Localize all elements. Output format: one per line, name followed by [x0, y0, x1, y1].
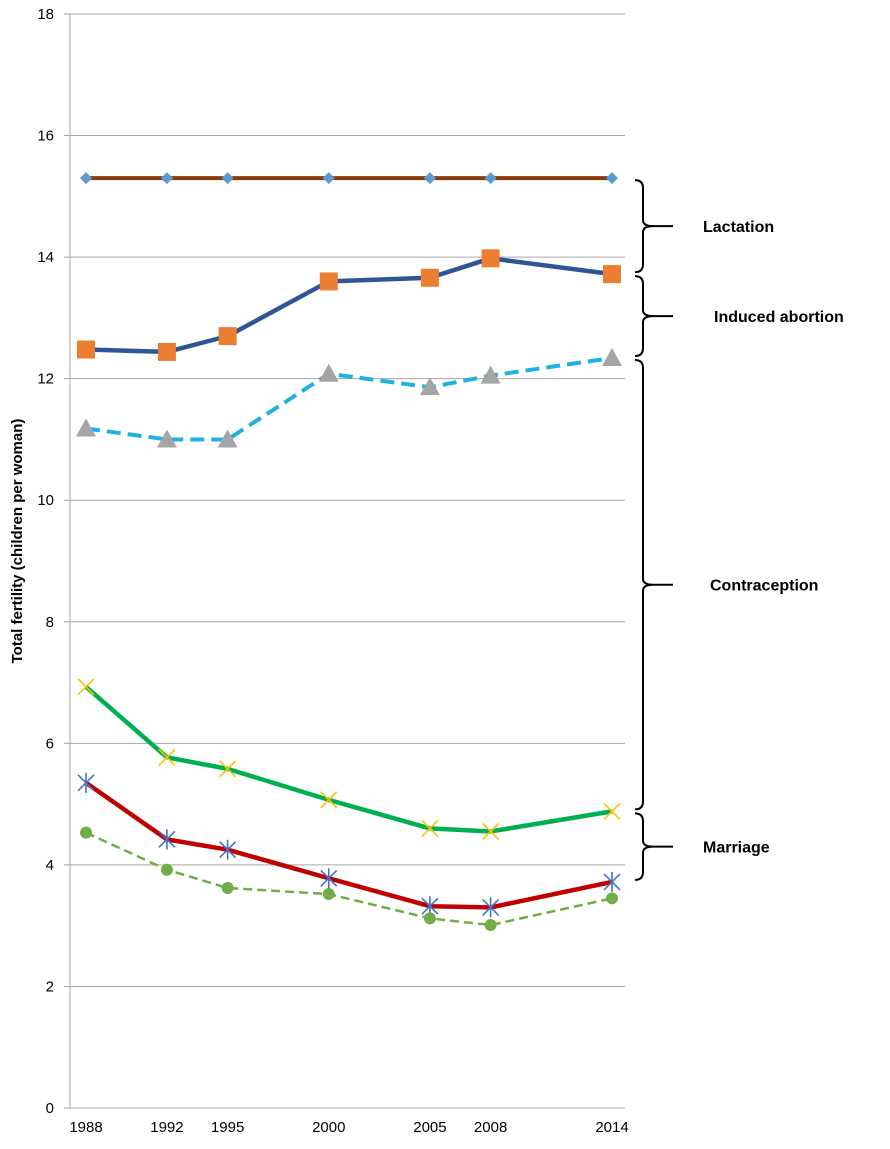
marker-s5-1988	[77, 772, 95, 793]
marker-s6-1995	[221, 881, 234, 894]
y-tick-label-6: 6	[46, 735, 54, 752]
marker-s2-2005	[420, 268, 439, 287]
marker-s2-2008	[481, 249, 500, 268]
marker-s2-1992	[157, 342, 176, 361]
x-tick-label-1992: 1992	[150, 1119, 183, 1136]
y-tick-label-14: 14	[37, 249, 54, 266]
marker-s3-1992	[156, 429, 177, 448]
bracket-label-2: Induced abortion	[714, 309, 844, 326]
x-tick-label-2000: 2000	[312, 1119, 345, 1136]
y-tick-label-18: 18	[37, 6, 54, 23]
marker-s3-2000	[318, 363, 339, 382]
marker-s3-2008	[480, 365, 501, 384]
series-line-2	[85, 256, 613, 355]
y-tick-labels: 0 2 4 6 8 10 12 14 16 18	[37, 6, 54, 1117]
marker-s1-2000	[322, 172, 335, 185]
bracket-2	[634, 275, 654, 358]
marker-s4-1988	[77, 678, 95, 696]
marker-s6-2000	[322, 888, 335, 901]
marker-s4-1992	[158, 748, 176, 766]
annotation-brackets: Lactation Induced abortion Contraception Ma…	[634, 179, 844, 881]
marker-s5-2000	[320, 868, 338, 889]
gridlines	[70, 13, 625, 1109]
y-tick-label-2: 2	[46, 978, 54, 995]
series-markers	[76, 172, 622, 932]
y-tick-label-12: 12	[37, 371, 54, 388]
series-line-6	[85, 831, 613, 927]
y-tick-label-10: 10	[37, 492, 54, 509]
bracket-3	[634, 359, 654, 811]
marker-s5-1992	[158, 829, 176, 850]
x-tick-label-1995: 1995	[211, 1119, 244, 1136]
bracket-label-4: Marriage	[703, 840, 770, 857]
x-tick-label-2014: 2014	[595, 1119, 628, 1136]
x-tick-label-2008: 2008	[474, 1119, 507, 1136]
y-tick-label-8: 8	[46, 614, 54, 631]
marker-s2-1995	[218, 327, 237, 346]
marker-s5-1995	[219, 839, 237, 860]
marker-s2-1988	[77, 340, 95, 359]
marker-s6-1992	[160, 863, 173, 876]
marker-s4-2005	[421, 819, 439, 837]
marker-s6-2008	[484, 919, 497, 932]
marker-s3-1988	[76, 418, 96, 437]
marker-s3-2005	[419, 377, 440, 396]
y-tick-label-0: 0	[46, 1100, 54, 1117]
axes	[64, 13, 71, 1109]
y-axis-label: Total fertility (children per woman)	[9, 419, 26, 664]
marker-s6-2014	[606, 892, 618, 905]
marker-s1-1995	[221, 172, 234, 185]
marker-s1-1992	[160, 172, 173, 185]
y-tick-label-16: 16	[37, 128, 54, 145]
marker-s4-2008	[482, 822, 500, 841]
marker-s1-2014	[606, 172, 618, 185]
bracket-label-3: Contraception	[710, 578, 818, 595]
x-tick-labels: 1988 1992 1995 2000 2005 2008 2014	[69, 1119, 628, 1136]
marker-s3-1995	[217, 429, 238, 448]
marker-s5-2014	[603, 871, 621, 892]
marker-s1-2008	[484, 172, 497, 185]
marker-s1-1988	[80, 172, 92, 185]
marker-s4-2014	[603, 802, 621, 820]
marker-s6-1988	[80, 826, 92, 839]
series-lines	[84, 176, 613, 927]
bracket-1	[634, 179, 654, 274]
marker-s6-2005	[423, 912, 436, 925]
y-tick-label-4: 4	[46, 857, 54, 874]
marker-s4-2000	[320, 791, 338, 809]
marker-s4-1995	[219, 760, 237, 778]
x-tick-label-2005: 2005	[413, 1119, 446, 1136]
series-line-5	[84, 780, 613, 910]
marker-s5-2008	[482, 897, 500, 918]
bracket-4	[634, 812, 654, 881]
bracket-label-1: Lactation	[703, 219, 774, 236]
marker-s2-2014	[603, 265, 621, 284]
marker-s3-2014	[602, 348, 622, 367]
marker-s2-2000	[319, 272, 338, 291]
x-tick-label-1988: 1988	[69, 1119, 102, 1136]
marker-s1-2005	[423, 172, 436, 185]
series-line-3	[85, 356, 613, 442]
